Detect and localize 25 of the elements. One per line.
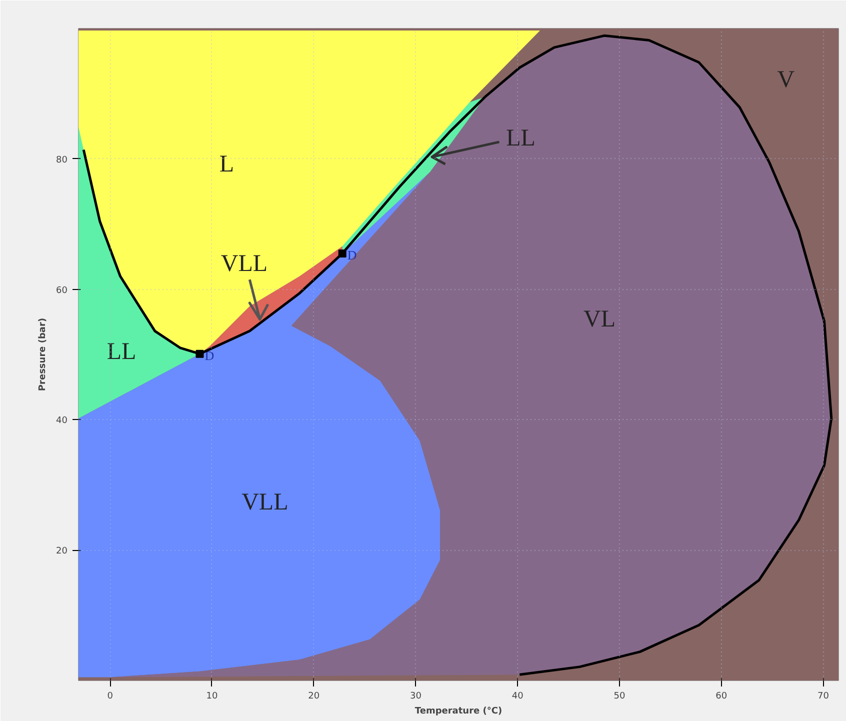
x-tick-label: 10 [206,692,218,702]
y-tick-label: 20 [56,546,68,557]
series-label: VL [584,306,616,332]
x-tick-label: 0 [107,692,114,702]
y-axis-title: Pressure (bar) [38,318,48,392]
series-label: LL [106,339,136,366]
series-label: V [777,67,796,94]
y-tick-label: 60 [56,286,68,296]
line-series [430,140,500,166]
x-tick-label: 70 [817,692,830,702]
x-tick-label: 50 [614,692,626,702]
series-label: VLL [220,251,268,278]
x-tick-label: 60 [716,692,728,702]
series-label: L [219,152,234,178]
series-label: VLL [242,489,288,516]
x-tick-label: 20 [308,692,320,702]
line-series [248,278,270,321]
x-tick-label: 30 [410,692,422,702]
data-label: D [204,348,214,363]
y-tick-label: 80 [56,155,68,166]
data-label: D [347,247,357,262]
y-tick-label: 40 [56,416,68,426]
series-label: LL [506,125,536,152]
x-axis-title: Temperature (°C) [414,706,502,716]
x-tick-label: 40 [512,692,524,702]
